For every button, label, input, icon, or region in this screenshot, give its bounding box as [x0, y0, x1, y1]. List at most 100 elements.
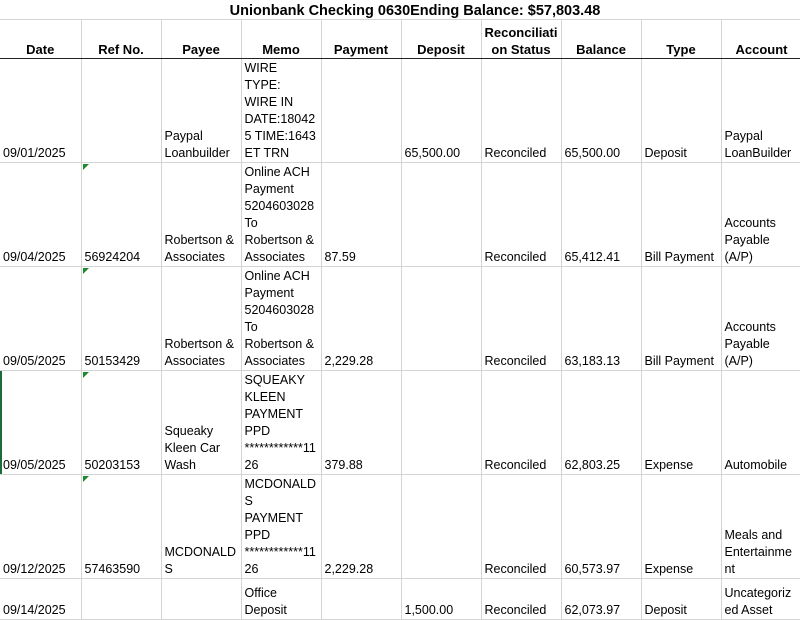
cell-date[interactable]: 09/14/2025: [0, 578, 82, 620]
cell-memo[interactable]: MCDONALD S PAYMENT PPD ************11 26: [241, 474, 322, 579]
error-indicator-icon[interactable]: [82, 372, 89, 378]
cell-payee[interactable]: [161, 578, 242, 620]
memo-value: Online ACH Payment 5204603028 To Roberts…: [244, 269, 315, 368]
table-row[interactable]: 09/04/2025 56924204 Robertson & Associates…: [0, 162, 800, 267]
cell-account[interactable]: Paypal LoanBuilder: [721, 58, 800, 163]
date-value: 09/14/2025: [3, 603, 66, 617]
cell-payment[interactable]: 2,229.28: [321, 474, 402, 579]
cell-account[interactable]: Automobile: [721, 370, 800, 475]
column-header-deposit[interactable]: Deposit: [401, 20, 482, 59]
column-header-type[interactable]: Type: [641, 20, 722, 59]
memo-value: SQUEAKY KLEEN PAYMENT PPD ************11…: [244, 373, 316, 472]
cell-type[interactable]: Bill Payment: [641, 162, 722, 267]
cell-memo[interactable]: Online ACH Payment 5204603028 To Roberts…: [241, 266, 322, 371]
cell-account[interactable]: Accounts Payable (A/P): [721, 162, 800, 267]
type-value: Expense: [644, 458, 694, 472]
cell-ref-no[interactable]: [81, 578, 162, 620]
cell-date[interactable]: 09/01/2025: [0, 58, 82, 163]
cell-reconciliation-status[interactable]: Reconciled: [481, 58, 562, 163]
cell-reconciliation-status[interactable]: Reconciled: [481, 266, 562, 371]
balance-value: 62,803.25: [564, 458, 621, 472]
cell-payment[interactable]: 379.88: [321, 370, 402, 475]
cell-reconciliation-status[interactable]: Reconciled: [481, 162, 562, 267]
account-value: Uncategoriz ed Asset: [724, 586, 792, 617]
cell-type[interactable]: Deposit: [641, 578, 722, 620]
cell-deposit[interactable]: 1,500.00: [401, 578, 482, 620]
type-value: Bill Payment: [644, 250, 714, 264]
cell-memo[interactable]: WIRE TYPE: WIRE IN DATE:18042 5 TIME:164…: [241, 58, 322, 163]
reconciliation-status-value: Reconciled: [484, 562, 547, 576]
cell-date[interactable]: 09/12/2025: [0, 474, 82, 579]
cell-account[interactable]: Uncategoriz ed Asset: [721, 578, 800, 620]
cell-account[interactable]: Accounts Payable (A/P): [721, 266, 800, 371]
type-value: Deposit: [644, 146, 687, 160]
cell-payee[interactable]: MCDONALD S: [161, 474, 242, 579]
error-indicator-icon[interactable]: [82, 268, 89, 274]
cell-deposit[interactable]: [401, 162, 482, 267]
deposit-value: 1,500.00: [404, 603, 454, 617]
cell-deposit[interactable]: [401, 370, 482, 475]
cell-payee[interactable]: Robertson & Associates: [161, 266, 242, 371]
error-indicator-icon[interactable]: [82, 476, 89, 482]
cell-balance[interactable]: 65,412.41: [561, 162, 642, 267]
table-row[interactable]: 09/05/2025 50203153 Squeaky Kleen Car Wash…: [0, 370, 800, 475]
cell-deposit[interactable]: 65,500.00: [401, 58, 482, 163]
cell-ref-no[interactable]: 57463590: [81, 474, 162, 579]
column-header-date[interactable]: Date: [0, 20, 82, 59]
account-value: Automobile: [724, 458, 788, 472]
cell-payment[interactable]: 2,229.28: [321, 266, 402, 371]
cell-payee[interactable]: Paypal Loanbuilder: [161, 58, 242, 163]
cell-type[interactable]: Bill Payment: [641, 266, 722, 371]
table-row[interactable]: 09/14/2025 Office Deposit 1,500.00 Reconcil…: [0, 578, 800, 620]
payee-value: Paypal Loanbuilder: [164, 129, 230, 160]
table-row[interactable]: 09/01/2025 Paypal Loanbuilder WIRE TYPE: W…: [0, 58, 800, 163]
cell-ref-no[interactable]: [81, 58, 162, 163]
cell-memo[interactable]: Office Deposit: [241, 578, 322, 620]
ref-no-value: 50203153: [84, 458, 141, 472]
cell-date[interactable]: 09/05/2025: [0, 370, 82, 475]
table-row[interactable]: 09/12/2025 57463590 MCDONALD S MCDONALD S P…: [0, 474, 800, 579]
balance-value: 63,183.13: [564, 354, 621, 368]
cell-type[interactable]: Expense: [641, 474, 722, 579]
cell-ref-no[interactable]: 50203153: [81, 370, 162, 475]
cell-payment[interactable]: 87.59: [321, 162, 402, 267]
column-header-payee[interactable]: Payee: [161, 20, 242, 59]
date-value: 09/05/2025: [3, 354, 66, 368]
cell-payee[interactable]: Robertson & Associates: [161, 162, 242, 267]
cell-payment[interactable]: [321, 578, 402, 620]
cell-reconciliation-status[interactable]: Reconciled: [481, 370, 562, 475]
payee-value: Squeaky Kleen Car Wash: [164, 424, 221, 472]
column-header-reconciliation-status[interactable]: Reconciliati on Status: [481, 20, 562, 59]
cell-balance[interactable]: 63,183.13: [561, 266, 642, 371]
column-header-ref-no[interactable]: Ref No.: [81, 20, 162, 59]
column-header-account[interactable]: Account: [721, 20, 800, 59]
cell-reconciliation-status[interactable]: Reconciled: [481, 474, 562, 579]
cell-ref-no[interactable]: 50153429: [81, 266, 162, 371]
cell-payment[interactable]: [321, 58, 402, 163]
type-value: Bill Payment: [644, 354, 714, 368]
payee-value: MCDONALD S: [164, 545, 237, 576]
cell-reconciliation-status[interactable]: Reconciled: [481, 578, 562, 620]
cell-balance[interactable]: 60,573.97: [561, 474, 642, 579]
table-row[interactable]: 09/05/2025 50153429 Robertson & Associates…: [0, 266, 800, 371]
cell-type[interactable]: Deposit: [641, 58, 722, 163]
cell-deposit[interactable]: [401, 266, 482, 371]
cell-date[interactable]: 09/05/2025: [0, 266, 82, 371]
cell-memo[interactable]: SQUEAKY KLEEN PAYMENT PPD ************11…: [241, 370, 322, 475]
column-header-balance[interactable]: Balance: [561, 20, 642, 59]
cell-balance[interactable]: 65,500.00: [561, 58, 642, 163]
cell-ref-no[interactable]: 56924204: [81, 162, 162, 267]
column-header-memo[interactable]: Memo: [241, 20, 322, 59]
cell-payee[interactable]: Squeaky Kleen Car Wash: [161, 370, 242, 475]
cell-deposit[interactable]: [401, 474, 482, 579]
balance-value: 62,073.97: [564, 603, 621, 617]
cell-account[interactable]: Meals and Entertainme nt: [721, 474, 800, 579]
cell-type[interactable]: Expense: [641, 370, 722, 475]
error-indicator-icon[interactable]: [82, 164, 89, 170]
deposit-value: 65,500.00: [404, 146, 461, 160]
column-header-payment[interactable]: Payment: [321, 20, 402, 59]
cell-balance[interactable]: 62,073.97: [561, 578, 642, 620]
cell-memo[interactable]: Online ACH Payment 5204603028 To Roberts…: [241, 162, 322, 267]
cell-balance[interactable]: 62,803.25: [561, 370, 642, 475]
cell-date[interactable]: 09/04/2025: [0, 162, 82, 267]
